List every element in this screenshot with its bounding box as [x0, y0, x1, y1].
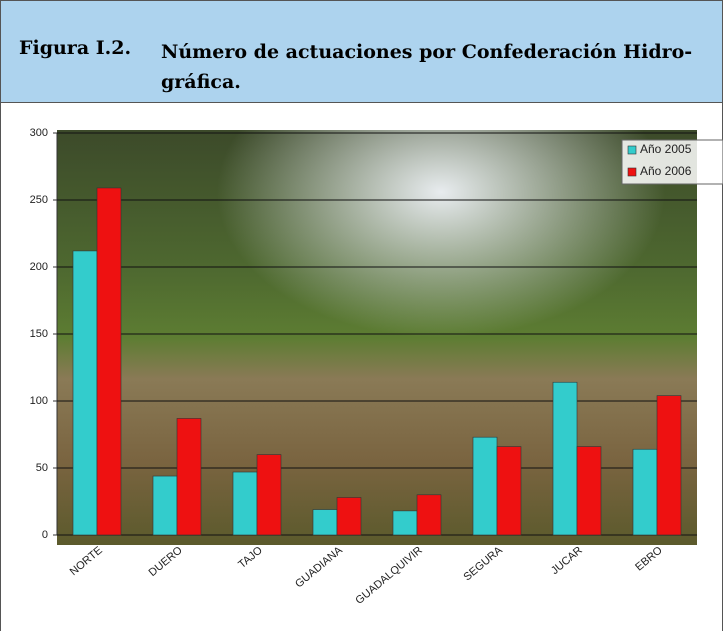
header: Figura I.2. Número de actuaciones por Co…: [0, 0, 723, 103]
title-line: Número de actuaciones por Confederación …: [161, 41, 693, 63]
legend-swatch: [627, 167, 637, 177]
legend-swatch: [627, 145, 637, 155]
y-tick-label: 0: [42, 529, 48, 541]
y-tick-label: 150: [30, 328, 48, 340]
y-tick-label: 50: [36, 462, 48, 474]
bar: [232, 471, 258, 536]
figure-number: Figura I.2.: [19, 37, 132, 59]
x-tick-label: DUERO: [147, 544, 185, 579]
bar: [152, 475, 178, 536]
bar: [176, 418, 202, 536]
legend-box: [621, 139, 723, 185]
x-tick-label: EBRO: [633, 544, 665, 574]
bar: [632, 448, 658, 536]
bar: [312, 509, 338, 536]
bar: [96, 187, 122, 536]
bar: [656, 395, 682, 536]
legend-label: Año 2006: [640, 164, 692, 178]
bar: [392, 510, 418, 536]
x-tick-label: SEGURA: [461, 544, 505, 583]
x-tick-label: GUADIANA: [293, 544, 345, 591]
y-tick-label: 300: [30, 127, 48, 139]
x-tick-label: NORTE: [68, 544, 105, 578]
title-line: gráfica.: [161, 71, 241, 93]
bar: [552, 381, 578, 536]
bar: [496, 446, 522, 536]
y-tick-label: 200: [30, 261, 48, 273]
bar: [336, 497, 362, 536]
x-tick-label: TAJO: [236, 544, 265, 571]
legend-label: Año 2005: [640, 142, 692, 156]
x-tick-label: GUADALQUIVIR: [353, 544, 424, 607]
figure-title: Número de actuaciones por Confederación …: [161, 37, 692, 97]
bar: [416, 494, 442, 536]
bar: [472, 436, 498, 536]
bar: [576, 446, 602, 536]
bar: [256, 454, 282, 536]
x-tick-label: JUCAR: [549, 544, 585, 577]
y-tick-label: 100: [30, 395, 48, 407]
bar: [72, 250, 98, 536]
y-tick-label: 250: [30, 194, 48, 206]
